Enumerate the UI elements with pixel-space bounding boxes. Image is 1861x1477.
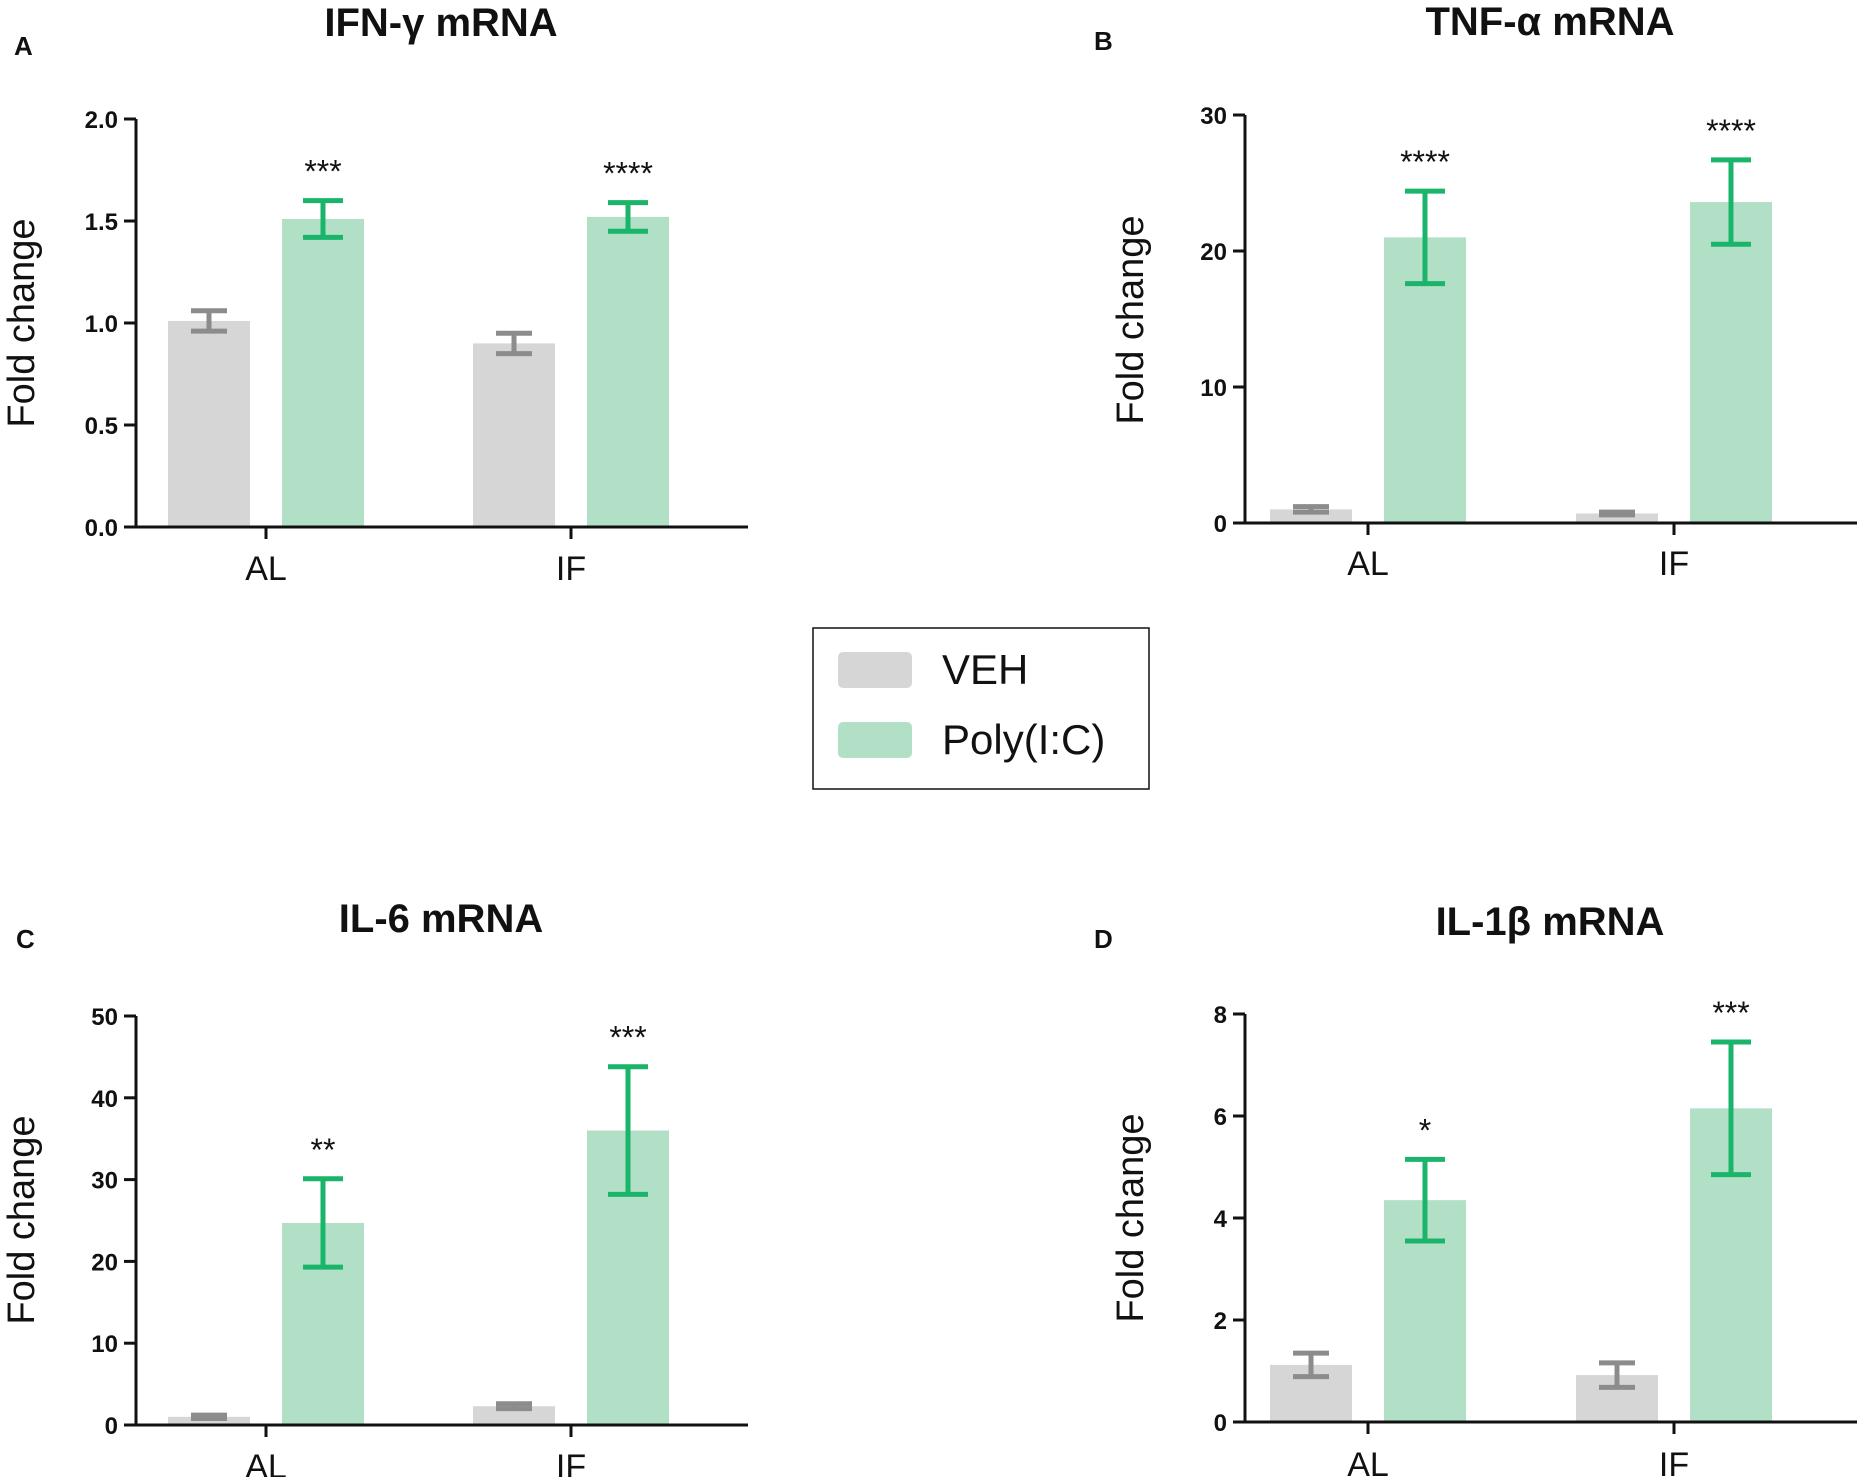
- ytick-label-d: 0: [1214, 1410, 1227, 1437]
- errorbar-a-if-veh: [496, 330, 532, 357]
- ytick-label-d: 4: [1214, 1206, 1228, 1233]
- bar-b-if-veh: [1576, 513, 1658, 523]
- bar-a-if-polyic: [587, 216, 669, 528]
- ytick-label-b: 20: [1200, 239, 1227, 266]
- ytick-label-d: 8: [1214, 1002, 1227, 1029]
- ytick-label-c: 0: [105, 1413, 118, 1440]
- legend-label-polyic: Poly(I:C): [942, 716, 1105, 763]
- errorbar-c-if-veh: [496, 1401, 532, 1412]
- ytick-label-d: 6: [1214, 1104, 1227, 1131]
- panel-d-letter: D: [1094, 924, 1113, 954]
- ytick-label-b: 30: [1200, 103, 1227, 130]
- ytick-label-a: 1.0: [85, 311, 118, 338]
- panel-a: IFN-γ mRNA A Fold change AL *** IF **** 0.0 0.5 1…: [1, 1, 748, 588]
- legend-swatch-veh: [838, 652, 912, 688]
- errorbar-a-if-polyic: [608, 200, 648, 234]
- significance-b-if: ****: [1706, 113, 1756, 149]
- panel-c-letter: C: [16, 924, 35, 954]
- panel-d: IL-1β mRNA D Fold change AL * IF *** 0 2 4 6 8: [1094, 900, 1857, 1477]
- panel-c-title: IL-6 mRNA: [339, 897, 543, 941]
- significance-c-if: ***: [609, 1020, 646, 1056]
- panel-b-ylabel: Fold change: [1110, 215, 1152, 424]
- ytick-label-d: 2: [1214, 1308, 1227, 1335]
- xtick-a-if: IF: [556, 550, 586, 588]
- panel-a-letter: A: [14, 31, 33, 61]
- ytick-label-c: 30: [91, 1168, 118, 1195]
- xtick-d-if: IF: [1659, 1446, 1689, 1477]
- errorbar-c-al-polyic: [303, 1176, 343, 1270]
- significance-a-al: ***: [304, 154, 341, 190]
- errorbar-a-al-polyic: [303, 198, 343, 240]
- ytick-label-b: 0: [1214, 511, 1227, 538]
- errorbar-d-if-polyic: [1711, 1039, 1751, 1178]
- significance-d-al: *: [1419, 1112, 1431, 1148]
- legend-label-veh: VEH: [942, 646, 1028, 693]
- errorbar-b-if-polyic: [1711, 157, 1751, 247]
- ytick-label-c: 20: [91, 1249, 118, 1276]
- ytick-label-c: 10: [91, 1331, 118, 1358]
- panel-a-ylabel: Fold change: [1, 218, 43, 427]
- legend: VEH Poly(I:C): [812, 627, 1150, 790]
- significance-b-al: ****: [1400, 144, 1450, 180]
- xtick-b-if: IF: [1659, 545, 1689, 583]
- panel-b-letter: B: [1094, 26, 1113, 56]
- ytick-label-a: 0.0: [85, 515, 118, 542]
- legend-swatch-polyic: [838, 722, 912, 758]
- panel-d-ylabel: Fold change: [1110, 1113, 1152, 1322]
- xtick-c-if: IF: [556, 1448, 586, 1477]
- ytick-label-c: 50: [91, 1004, 118, 1031]
- bar-a-al-polyic: [282, 218, 364, 527]
- errorbar-b-al-veh: [1293, 504, 1329, 515]
- errorbar-b-if-veh: [1599, 509, 1635, 518]
- errorbar-d-al-polyic: [1405, 1156, 1445, 1244]
- bar-c-if-veh: [473, 1406, 555, 1425]
- xtick-a-al: AL: [245, 550, 287, 588]
- errorbar-d-al-veh: [1293, 1350, 1329, 1380]
- errorbar-b-al-polyic: [1405, 188, 1445, 287]
- errorbar-c-al-veh: [191, 1412, 227, 1421]
- panel-b: TNF-α mRNA B Fold change AL **** IF **** 0 10 20 3…: [1094, 0, 1857, 583]
- errorbar-c-if-polyic: [608, 1064, 648, 1197]
- ytick-label-c: 40: [91, 1086, 118, 1113]
- ytick-label-a: 2.0: [85, 107, 118, 134]
- bar-a-al-veh: [168, 320, 250, 527]
- ytick-label-a: 1.5: [85, 209, 118, 236]
- significance-a-if: ****: [603, 156, 653, 192]
- xtick-c-al: AL: [245, 1448, 287, 1477]
- panel-b-title: TNF-α mRNA: [1425, 0, 1674, 44]
- xtick-d-al: AL: [1347, 1446, 1389, 1477]
- panel-d-title: IL-1β mRNA: [1436, 900, 1665, 944]
- bar-b-al-veh: [1270, 509, 1352, 523]
- errorbar-d-if-veh: [1599, 1360, 1635, 1390]
- bar-b-if-polyic: [1690, 202, 1772, 524]
- bar-a-if-veh: [473, 343, 555, 527]
- panel-c-ylabel: Fold change: [1, 1115, 43, 1324]
- ytick-label-a: 0.5: [85, 413, 118, 440]
- panel-a-title: IFN-γ mRNA: [324, 1, 557, 45]
- ytick-label-b: 10: [1200, 375, 1227, 402]
- significance-c-al: **: [311, 1132, 336, 1168]
- xtick-b-al: AL: [1347, 545, 1389, 583]
- panel-c: IL-6 mRNA C Fold change AL ** IF *** 0 10 20 30 40 5…: [1, 897, 748, 1477]
- errorbar-a-al-veh: [191, 308, 227, 334]
- significance-d-if: ***: [1712, 995, 1749, 1031]
